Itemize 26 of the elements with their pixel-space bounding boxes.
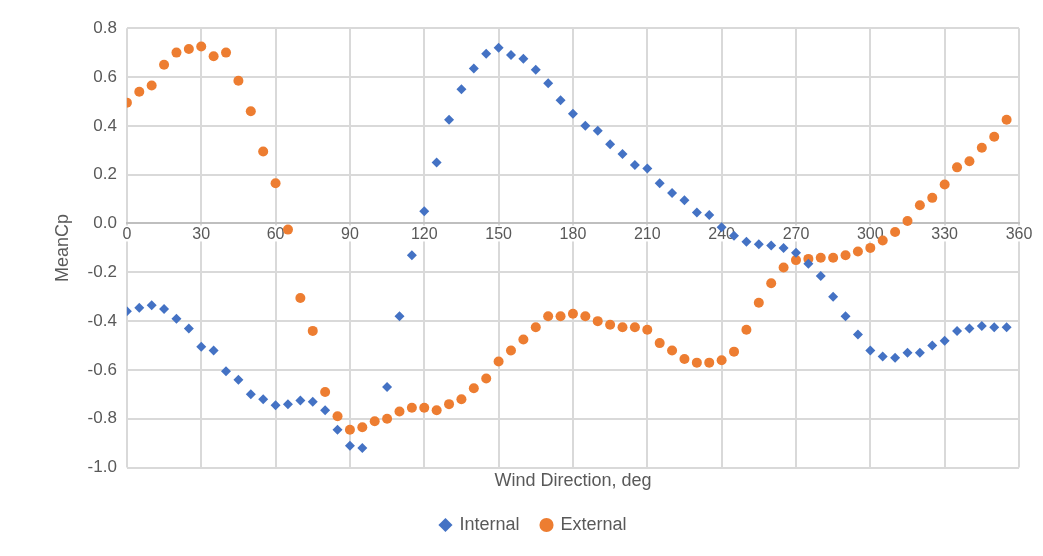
- x-tick-label: 300: [856, 224, 884, 242]
- x-tick-label: 120: [410, 224, 438, 242]
- legend-label: External: [560, 513, 627, 534]
- y-tick-label: 0.2: [93, 164, 117, 184]
- y-tick-label: 0.6: [93, 66, 117, 86]
- y-tick-label: -1.0: [87, 457, 117, 477]
- x-tick-label: 30: [192, 224, 211, 242]
- y-tick-label: 0.8: [93, 17, 117, 37]
- x-tick-label: 0: [122, 224, 132, 242]
- y-axis-title: MeanCp: [51, 213, 72, 282]
- x-tick-label: 90: [341, 224, 359, 242]
- x-tick-label: 60: [266, 224, 285, 242]
- y-tick-label: -0.8: [87, 408, 117, 428]
- y-tick-label: 0.4: [93, 115, 117, 135]
- legend-label: Internal: [459, 513, 520, 534]
- y-tick-label: 0.0: [93, 213, 117, 233]
- x-tick-label: 210: [633, 224, 661, 242]
- y-tick-label: -0.6: [87, 359, 117, 379]
- x-tick-label: 150: [485, 224, 513, 242]
- x-tick-label: 180: [559, 224, 587, 242]
- y-tick-label: -0.2: [87, 262, 117, 281]
- x-tick-label: 360: [1005, 224, 1033, 242]
- x-axis-title: Wind Direction, deg: [494, 469, 652, 490]
- x-tick-label: 330: [931, 224, 959, 242]
- x-tick-label: 270: [782, 224, 810, 242]
- y-tick-label: -0.4: [87, 310, 117, 330]
